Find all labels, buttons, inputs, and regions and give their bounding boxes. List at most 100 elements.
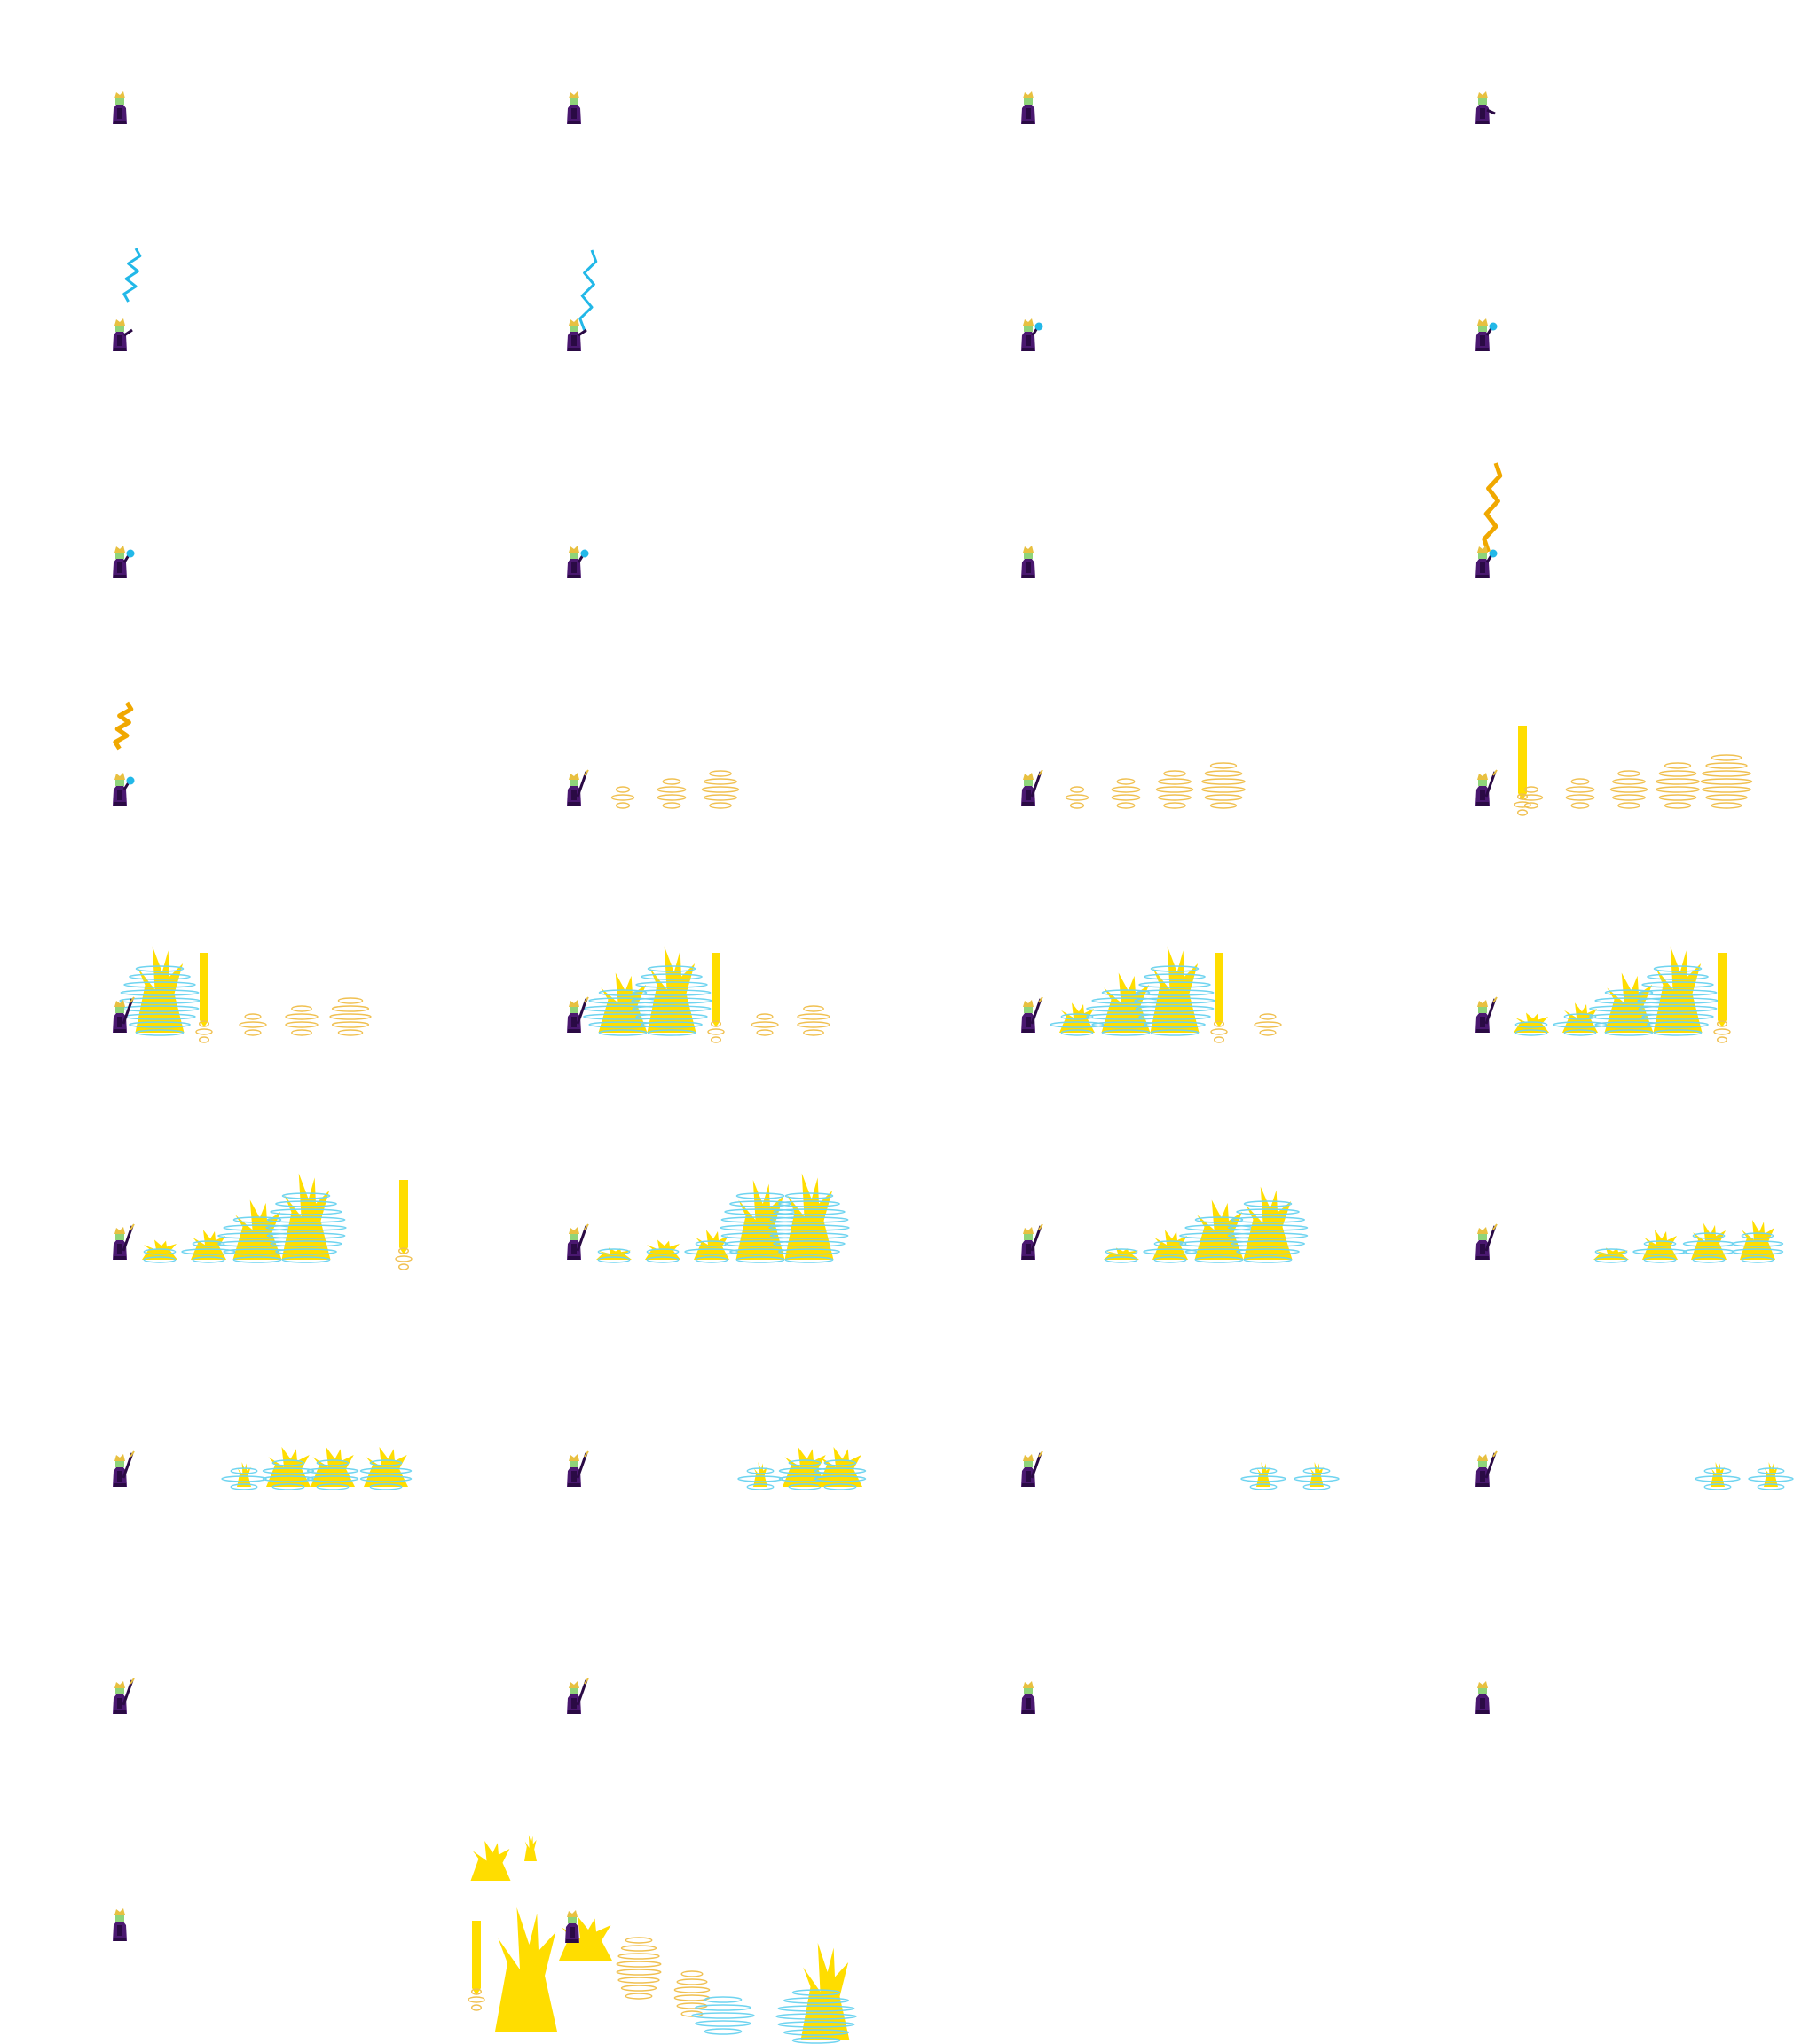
energy-pillar <box>195 953 213 1043</box>
animation-frame <box>1475 462 1503 578</box>
animation-frame <box>567 91 581 124</box>
cyan-rings <box>631 965 712 1036</box>
gold-rings <box>1111 778 1141 809</box>
cyan-rings <box>1050 1013 1105 1036</box>
wizard-sprite <box>1021 769 1043 806</box>
gold-rings <box>657 778 687 809</box>
flame-effect <box>1593 1247 1629 1260</box>
flame-effect <box>1194 1199 1244 1260</box>
wizard-sprite <box>567 318 587 351</box>
cyan-rings <box>1240 1467 1286 1490</box>
animation-frame <box>567 1447 867 1490</box>
wizard-sprite <box>113 996 135 1033</box>
cyan-rings <box>265 1192 347 1263</box>
flame-effect <box>1310 1462 1324 1487</box>
flame-effect <box>1711 1462 1725 1487</box>
animation-frame <box>113 1678 135 1714</box>
pillar-rings <box>468 1988 485 2011</box>
cyan-rings <box>1731 1232 1784 1263</box>
cyan-rings <box>1682 1232 1735 1263</box>
cyan-rings <box>1594 1248 1628 1263</box>
cyan-rings <box>1748 1467 1794 1490</box>
wizard-sprite <box>113 1678 135 1714</box>
atlas-cyan-rings <box>691 1996 755 2035</box>
animation-frame <box>1021 91 1035 124</box>
cyan-rings <box>1632 1240 1687 1263</box>
gold-rings <box>1519 786 1544 809</box>
gold-rings <box>285 1005 319 1036</box>
wizard-sprite <box>113 773 135 806</box>
animation-frame <box>113 946 372 1043</box>
wizard-sprite <box>567 1450 589 1487</box>
animation-frame <box>1475 1681 1490 1714</box>
orange-spark <box>113 701 134 751</box>
flame-effect <box>598 972 648 1033</box>
gold-rings <box>1565 778 1595 809</box>
gold-rings <box>1609 770 1648 809</box>
animation-frame <box>1475 1220 1784 1263</box>
cyan-rings <box>1514 1021 1548 1036</box>
energy-pillar <box>395 1180 413 1270</box>
wizard-sprite <box>567 996 589 1033</box>
cyan-rings <box>737 1467 783 1490</box>
atlas-cyan-rings <box>775 1989 857 2044</box>
flame-effect <box>735 1180 785 1260</box>
wizard-sprite <box>1475 996 1498 1033</box>
pillar-rings <box>1713 1020 1731 1043</box>
wizard-sprite <box>1021 318 1043 351</box>
animation-frame <box>1475 91 1496 124</box>
wizard-sprite <box>567 769 589 806</box>
flame-effect <box>596 1247 632 1260</box>
cyan-rings <box>306 1459 359 1490</box>
gold-rings <box>1155 770 1194 809</box>
flame-effect <box>1562 1002 1598 1033</box>
effect-atlas <box>468 1835 857 2044</box>
wizard-sprite <box>1475 91 1496 124</box>
wizard-sprite <box>113 1908 127 1941</box>
animation-frame <box>1021 318 1043 351</box>
atlas-flame-small <box>524 1835 537 1861</box>
cyan-rings <box>1143 1240 1198 1263</box>
flame-effect <box>1059 1002 1095 1033</box>
animation-frame <box>1021 546 1035 578</box>
gold-rings <box>239 1013 267 1036</box>
cyan-rings <box>1227 1200 1309 1263</box>
atlas-gold-rings <box>616 1937 662 2000</box>
flame-effect <box>645 1239 680 1260</box>
animation-frame <box>1475 1450 1794 1490</box>
energy-pillar <box>1514 726 1531 816</box>
cyan-rings <box>1553 1013 1608 1036</box>
wizard-sprite <box>113 1223 135 1260</box>
energy-pillar <box>468 1921 485 2011</box>
flame-effect <box>1152 1230 1188 1260</box>
flame-effect <box>191 1230 226 1260</box>
wizard-sprite <box>567 1678 589 1714</box>
cyan-rings <box>181 1240 236 1263</box>
flame-effect <box>232 1199 282 1260</box>
flame-effect <box>1104 1247 1139 1260</box>
wizard-sprite <box>1021 996 1043 1033</box>
cyan-rings <box>768 1192 850 1263</box>
animation-frame <box>1021 946 1282 1043</box>
animation-frame <box>113 248 142 351</box>
atlas-flame-large <box>470 1841 511 1881</box>
wizard-sprite <box>567 1223 589 1260</box>
wizard-sprite <box>113 318 133 351</box>
cyan-rings <box>1105 1248 1138 1263</box>
flame-effect <box>1514 1012 1549 1033</box>
animation-frame <box>113 701 135 806</box>
cyan-rings <box>262 1459 315 1490</box>
wizard-sprite <box>567 546 589 578</box>
wizard-sprite <box>1475 769 1498 806</box>
cyan-lightning <box>578 249 598 331</box>
flame-effect <box>1642 1230 1678 1260</box>
animation-frame <box>1021 1186 1309 1263</box>
cyan-rings <box>359 1459 413 1490</box>
gold-rings <box>1065 786 1089 809</box>
animation-frame <box>567 1678 589 1714</box>
cyan-rings <box>1086 989 1166 1036</box>
animation-frame <box>567 946 830 1043</box>
animation-frame <box>1021 1450 1340 1490</box>
flame-effect <box>1256 1462 1270 1487</box>
wizard-sprite <box>113 1450 135 1487</box>
